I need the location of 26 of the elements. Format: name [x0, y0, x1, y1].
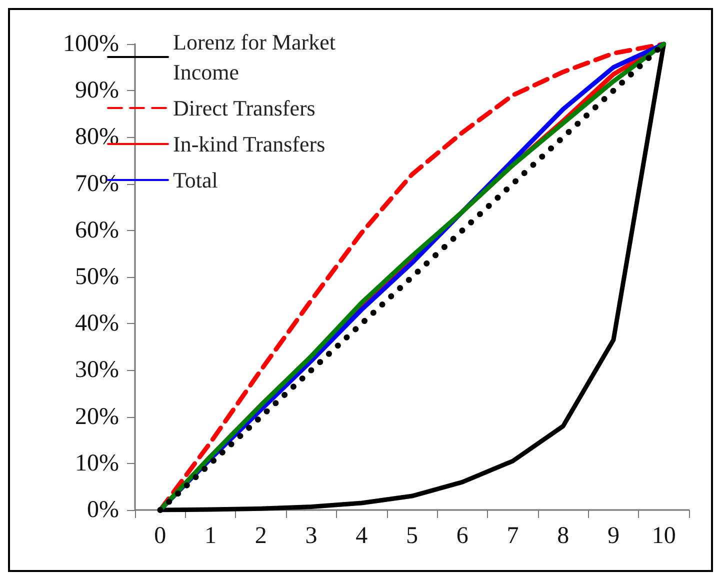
y-tick-label: 70% — [75, 170, 119, 197]
x-tick-label: 1 — [204, 523, 217, 549]
y-tick-label: 40% — [75, 310, 119, 337]
legend-label: In-kind Transfers — [173, 132, 326, 156]
x-tick-label: 10 — [652, 523, 676, 549]
legend-label: Lorenz for Market Income — [173, 30, 341, 84]
y-tick-label: 90% — [75, 78, 119, 104]
legend-label: Direct Transfers — [173, 96, 316, 120]
y-tick-label: 60% — [75, 217, 119, 244]
y-tick-label: 80% — [75, 124, 119, 150]
y-tick-label: 30% — [75, 357, 119, 384]
x-tick-label: 5 — [406, 523, 418, 549]
x-tick-label: 4 — [356, 523, 368, 549]
y-tick-label: 20% — [75, 404, 119, 430]
y-tick-label: 10% — [75, 450, 119, 476]
x-tick-label: 8 — [557, 523, 570, 549]
x-tick-label: 6 — [456, 523, 468, 549]
y-tick-label: 100% — [63, 31, 119, 57]
x-tick-label: 3 — [305, 523, 318, 549]
x-tick-label: 7 — [506, 523, 519, 549]
y-tick-label: 0% — [87, 497, 119, 523]
x-tick-label: 2 — [254, 523, 267, 549]
y-tick-label: 50% — [75, 264, 119, 290]
x-tick-label: 0 — [154, 523, 166, 549]
legend-label: Total — [173, 168, 218, 192]
x-tick-label: 9 — [607, 523, 620, 549]
